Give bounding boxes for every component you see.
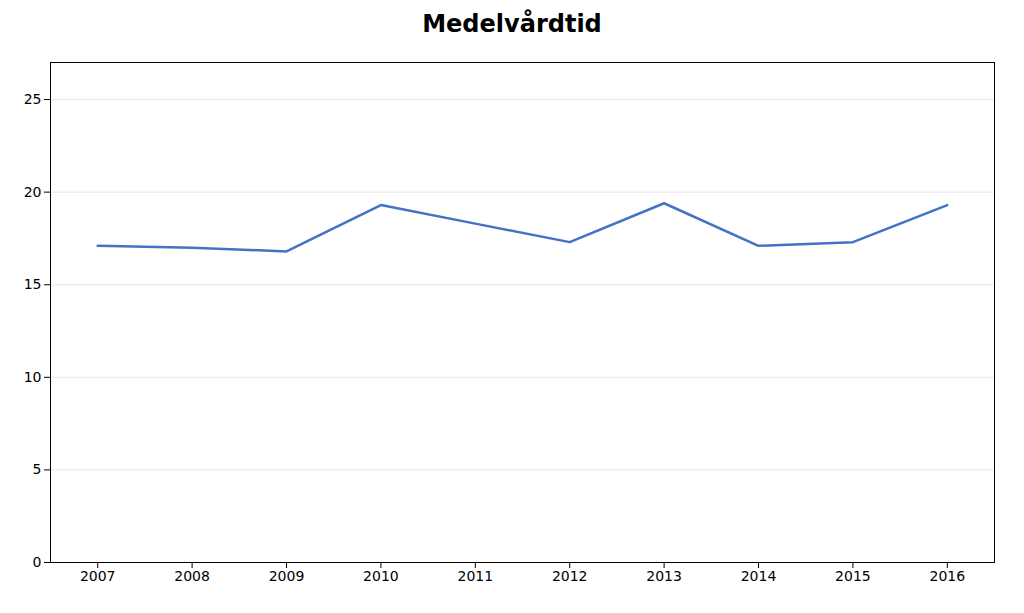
- svg-text:20: 20: [24, 184, 42, 200]
- svg-text:10: 10: [24, 369, 42, 385]
- svg-text:0: 0: [33, 554, 42, 570]
- svg-text:5: 5: [33, 461, 42, 477]
- svg-text:2011: 2011: [457, 568, 493, 584]
- svg-text:2008: 2008: [174, 568, 210, 584]
- svg-text:2009: 2009: [269, 568, 305, 584]
- svg-text:25: 25: [24, 91, 42, 107]
- svg-text:15: 15: [24, 276, 42, 292]
- svg-text:2012: 2012: [552, 568, 588, 584]
- svg-text:2007: 2007: [80, 568, 116, 584]
- svg-text:2014: 2014: [741, 568, 777, 584]
- svg-text:2015: 2015: [835, 568, 871, 584]
- svg-text:2010: 2010: [363, 568, 399, 584]
- svg-text:2013: 2013: [646, 568, 682, 584]
- svg-text:2016: 2016: [929, 568, 965, 584]
- html-text:Medelvårdtid: Medelvårdtid: [422, 10, 602, 38]
